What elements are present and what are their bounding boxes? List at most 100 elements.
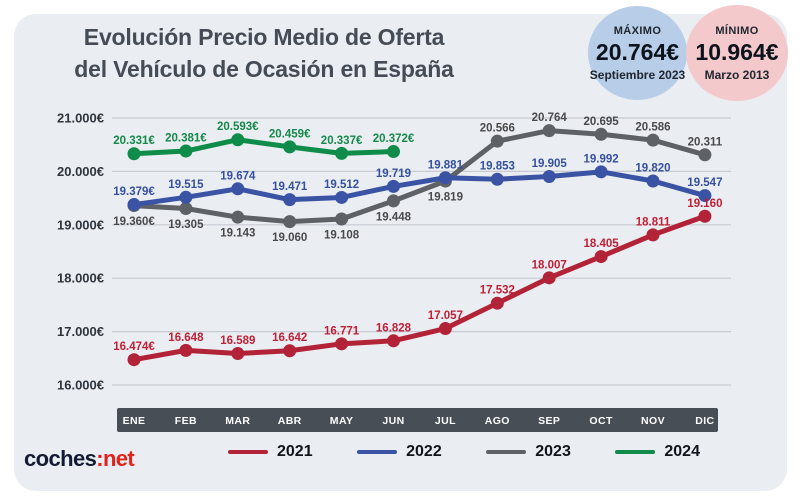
x-axis-month-label: JUN xyxy=(382,415,404,427)
series-2024-value-label: 20.459€ xyxy=(269,128,311,140)
series-2023-point xyxy=(179,202,193,216)
series-2021-value-label: 17.057 xyxy=(428,310,463,322)
series-2021-value-label: 19.160 xyxy=(687,198,722,210)
series-2021-point xyxy=(490,296,504,310)
x-axis-month-label: OCT xyxy=(589,415,613,427)
series-2021-line xyxy=(131,213,708,363)
series-2022-value-label: 19.471 xyxy=(272,181,308,193)
series-2021-point xyxy=(438,322,452,336)
series-2023-point xyxy=(594,127,608,141)
series-2021-value-label: 16.589 xyxy=(220,335,255,347)
legend-label-2024: 2024 xyxy=(664,443,700,460)
chart-legend: 2021 2022 2023 2024 xyxy=(228,443,700,461)
legend-swatch-2023 xyxy=(486,449,527,455)
series-2023-value-label: 20.764 xyxy=(532,112,568,124)
x-axis-month-label: MAR xyxy=(225,415,250,427)
badge-min-date: Marzo 2013 xyxy=(704,67,770,82)
x-axis-month-label: AGO xyxy=(485,415,510,427)
legend-item-2022: 2022 xyxy=(357,443,442,461)
x-axis-month-label: MAY xyxy=(330,415,354,427)
series-2023-value-label: 19.305 xyxy=(168,219,204,231)
series-2024-point xyxy=(231,133,245,147)
series-2022-point xyxy=(490,172,504,186)
page-title-line2: del Vehículo de Ocasión en España xyxy=(74,55,454,82)
series-2021-point xyxy=(179,343,193,357)
series-2022-point xyxy=(335,190,349,204)
series-2023-point xyxy=(542,124,556,138)
legend-item-2021: 2021 xyxy=(228,443,313,461)
series-2021-value-label: 16.771 xyxy=(324,325,360,337)
series-2021-value-label: 16.828 xyxy=(376,322,412,334)
series-2022-value-label: 19.719 xyxy=(376,168,411,180)
series-2021-value-label: 16.648 xyxy=(168,332,204,344)
series-2022-point xyxy=(542,169,556,183)
series-2021-point xyxy=(594,250,608,264)
y-axis-tick-label: 17.000€ xyxy=(57,324,104,339)
legend-swatch-2022 xyxy=(357,449,398,455)
series-2023-value-label: 19.143 xyxy=(220,228,255,240)
logo-text-red: :net xyxy=(96,446,135,471)
series-2023-point xyxy=(231,210,245,224)
series-2024-value-label: 20.381€ xyxy=(165,133,207,145)
legend-label-2023: 2023 xyxy=(535,443,571,460)
series-2021-point xyxy=(231,347,245,361)
x-axis-month-label: ABR xyxy=(278,415,302,427)
y-axis-tick-label: 19.000€ xyxy=(57,217,104,232)
badge-max-label: MÁXIMO xyxy=(613,24,662,37)
series-2021-point xyxy=(698,209,712,223)
series-2021-point xyxy=(646,228,660,242)
legend-swatch-2021 xyxy=(228,449,268,455)
series-2024-line xyxy=(131,137,396,157)
page-title-line1: Evolución Precio Medio de Oferta xyxy=(83,24,445,50)
x-axis-month-label: NOV xyxy=(641,415,665,427)
x-axis-month-label: DIC xyxy=(695,415,714,427)
series-2022-point xyxy=(283,193,297,207)
x-axis-month-label: FEB xyxy=(175,415,197,427)
x-axis-month-label: JUL xyxy=(435,415,456,427)
series-2022-value-label: 19.881 xyxy=(428,159,464,171)
series-2024-value-label: 20.593€ xyxy=(217,121,259,133)
series-2023-value-label: 19.108 xyxy=(324,230,360,242)
series-2022-value-label: 19.905 xyxy=(532,158,568,170)
x-axis-month-label: SEP xyxy=(538,415,560,427)
badge-min: MÍNIMO 10.964€ Marzo 2013 xyxy=(686,5,788,101)
series-2024-value-label: 20.337€ xyxy=(321,135,363,147)
legend-swatch-2024 xyxy=(615,449,656,455)
series-2021-value-label: 16.474€ xyxy=(113,341,155,353)
series-2023-point xyxy=(387,194,400,208)
series-2022-point xyxy=(127,198,141,212)
y-axis-tick-label: 18.000€ xyxy=(57,271,104,286)
series-2021-value-label: 18.405 xyxy=(584,238,620,250)
series-2021-value-label: 17.532 xyxy=(480,285,515,297)
badge-max-value: 20.764€ xyxy=(595,38,680,65)
legend-label-2022: 2022 xyxy=(406,443,442,460)
series-2021-point xyxy=(387,334,400,348)
series-2021-point xyxy=(542,271,556,285)
series-2023-value-label: 19.819 xyxy=(428,192,463,204)
series-2024-value-label: 20.372€ xyxy=(373,133,415,145)
series-2023-value-label: 19.448 xyxy=(376,211,412,223)
series-2023-value-label: 19.360€ xyxy=(113,216,155,228)
series-2021-value-label: 16.642 xyxy=(272,332,307,344)
series-2022-point xyxy=(594,165,608,179)
y-axis-tick-label: 20.000€ xyxy=(57,164,104,179)
series-2023-point xyxy=(698,148,712,162)
series-2022-value-label: 19.547 xyxy=(687,177,722,189)
cochesnet-logo: coches:net xyxy=(24,446,135,472)
series-2023-line xyxy=(131,128,708,225)
logo-text-dark: coches xyxy=(24,446,97,471)
legend-label-2021: 2021 xyxy=(277,443,313,460)
series-2021-value-label: 18.811 xyxy=(636,216,671,228)
series-2023-point xyxy=(335,212,349,226)
series-2023-value-label: 20.311 xyxy=(688,136,723,148)
series-2023-point xyxy=(490,134,504,148)
series-2022-value-label: 19.674 xyxy=(220,170,256,182)
series-2022-line xyxy=(131,169,708,208)
series-2022-value-label: 19.515 xyxy=(168,179,204,191)
series-2022-point xyxy=(438,171,452,185)
badge-max-date: Septiembre 2023 xyxy=(589,67,686,82)
series-2022-value-label: 19.512 xyxy=(324,179,359,191)
series-2021-value-label: 18.007 xyxy=(532,259,567,271)
